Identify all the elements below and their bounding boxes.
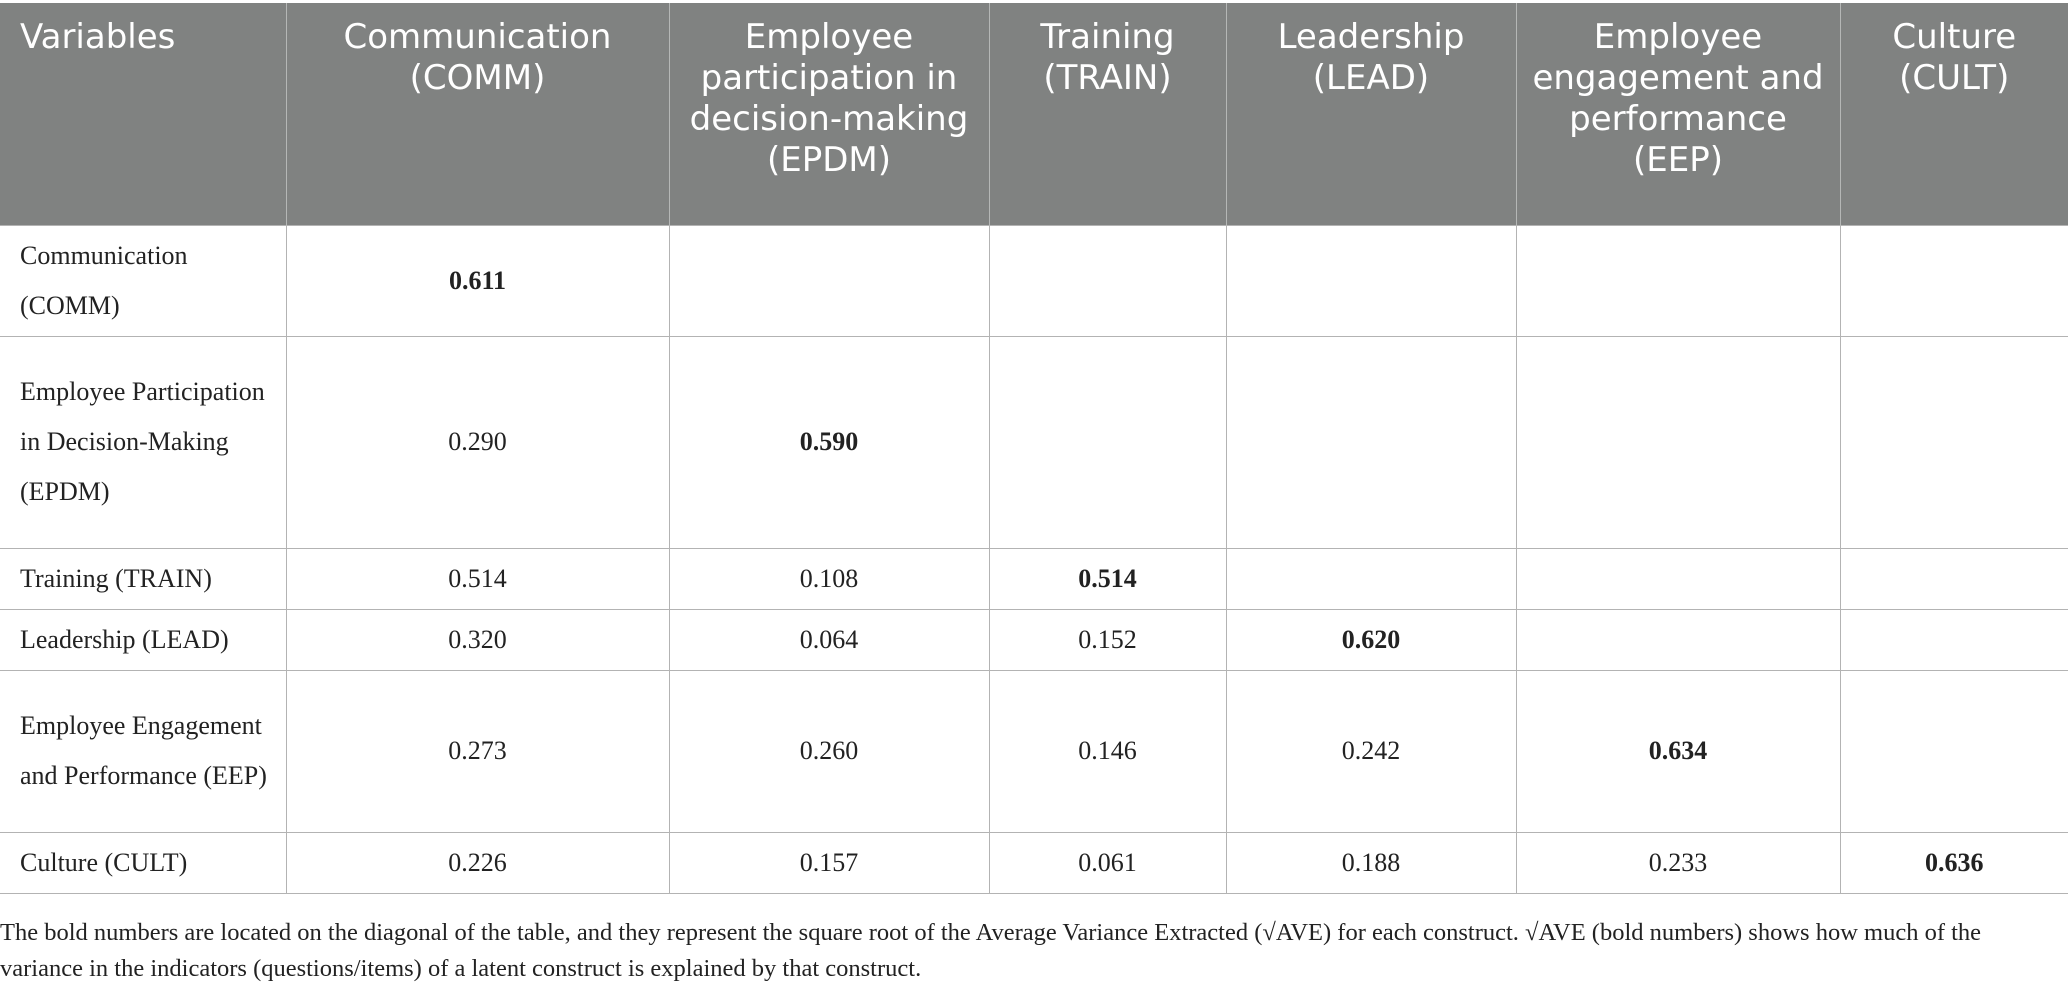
header-lead: Leadership (LEAD) [1225, 3, 1516, 225]
table-cell [1839, 335, 2068, 549]
table-cell [1515, 547, 1841, 610]
header-train: Training (TRAIN) [988, 3, 1226, 225]
table-cell [1839, 224, 2068, 337]
table-row: Employee Engagement and Performance (EEP… [0, 669, 2068, 833]
header-variables: Variables [0, 3, 286, 225]
table-cell: 0.636 [1839, 831, 2068, 894]
header-eep: Employee engagement and performance (EEP… [1515, 3, 1840, 225]
table-cell [1515, 224, 1841, 337]
table-cell: 0.611 [285, 224, 670, 337]
table-cell: 0.620 [1225, 608, 1517, 671]
table-cell [1225, 224, 1517, 337]
table-cell: 0.108 [668, 547, 990, 610]
row-label: Employee Participation in Decision-Makin… [0, 335, 287, 549]
table-row: Employee Participation in Decision-Makin… [0, 335, 2068, 549]
table-cell: 0.226 [285, 831, 670, 894]
header-epdm: Employee participation in decision-makin… [668, 3, 989, 225]
header-row: Variables Communication (COMM) Employee … [0, 3, 2068, 225]
row-label: Training (TRAIN) [0, 547, 287, 610]
table-cell: 0.273 [285, 669, 670, 833]
table-cell: 0.514 [285, 547, 670, 610]
table-cell [1839, 669, 2068, 833]
table-cell [1225, 547, 1517, 610]
table-cell: 0.290 [285, 335, 670, 549]
table-cell [668, 224, 990, 337]
row-label: Employee Engagement and Performance (EEP… [0, 669, 287, 833]
table-cell: 0.146 [988, 669, 1227, 833]
table-cell [988, 224, 1227, 337]
table-cell: 0.152 [988, 608, 1227, 671]
table-cell: 0.514 [988, 547, 1227, 610]
table-cell [1225, 335, 1517, 549]
header-comm: Communication (COMM) [285, 3, 669, 225]
row-label: Leadership (LEAD) [0, 608, 287, 671]
table-cell [1515, 608, 1841, 671]
table-cell: 0.157 [668, 831, 990, 894]
table-row: Culture (CULT) 0.226 0.157 0.061 0.188 0… [0, 831, 2068, 894]
table-cell [1839, 547, 2068, 610]
table-cell [1515, 335, 1841, 549]
table-cell: 0.188 [1225, 831, 1517, 894]
table-cell: 0.320 [285, 608, 670, 671]
table-footnote: The bold numbers are located on the diag… [0, 919, 1982, 982]
table-cell: 0.061 [988, 831, 1227, 894]
table-cell: 0.260 [668, 669, 990, 833]
table-cell: 0.064 [668, 608, 990, 671]
table-row: Leadership (LEAD) 0.320 0.064 0.152 0.62… [0, 608, 2068, 671]
row-label: Communication (COMM) [0, 224, 287, 337]
table-cell: 0.242 [1225, 669, 1517, 833]
table-cell: 0.233 [1515, 831, 1841, 894]
table-cell: 0.590 [668, 335, 990, 549]
table-cell [988, 335, 1227, 549]
table-row: Training (TRAIN) 0.514 0.108 0.514 [0, 547, 2068, 610]
table-cell: 0.634 [1515, 669, 1841, 833]
table-row: Communication (COMM) 0.611 [0, 224, 2068, 337]
row-label: Culture (CULT) [0, 831, 287, 894]
header-cult: Culture (CULT) [1839, 3, 2068, 225]
correlation-table: Variables Communication (COMM) Employee … [0, 3, 2068, 894]
table-cell [1839, 608, 2068, 671]
